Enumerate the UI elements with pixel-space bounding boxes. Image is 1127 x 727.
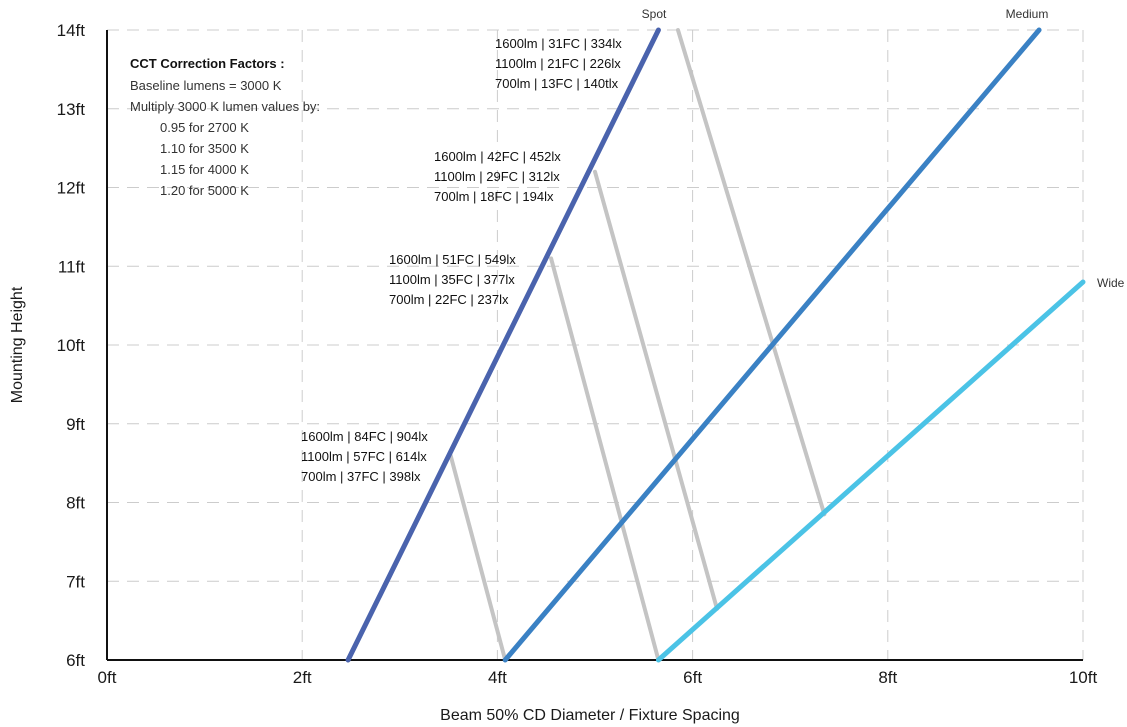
connector-line-3 [593,169,719,611]
cct-line-6: 1.20 for 5000 K [160,183,249,198]
grid-layer [107,29,1084,660]
annotation-4-line-3: 700lm | 13FC | 140tlx [495,76,619,91]
series-line-wide [655,279,1086,663]
y-tick-label: 8ft [66,494,85,513]
x-tick-label: 2ft [293,668,312,687]
x-tick-label: 4ft [488,668,507,687]
y-tick-label: 12ft [57,179,86,198]
connector-layer [448,28,827,662]
series-line-spot [345,27,661,663]
connector-line-2 [549,256,661,662]
x-tick-label: 0ft [98,668,117,687]
label-layer: Spot Medium Wide 1600lm | 84FC | 904lx 1100l… [130,7,1125,484]
cct-line-4: 1.10 for 3500 K [160,141,249,156]
connector-line-4 [675,28,827,517]
x-tick-label: 6ft [683,668,702,687]
annotation-4-line-2: 1100lm | 21FC | 226lx [495,56,621,71]
annotation-1-line-1: 1600lm | 84FC | 904lx [301,429,428,444]
cct-title: CCT Correction Factors : [130,56,285,71]
y-tick-label: 10ft [57,336,86,355]
series-line-medium [502,27,1042,663]
y-tick-label: 11ft [58,257,85,276]
series-label-medium: Medium [1006,7,1049,21]
cct-line-5: 1.15 for 4000 K [160,162,249,177]
y-tick-label: 7ft [66,572,85,591]
y-axis-title: Mounting Height [9,286,26,403]
cct-line-1: Baseline lumens = 3000 K [130,78,282,93]
y-tick-label: 9ft [66,415,85,434]
annotation-3-line-1: 1600lm | 42FC | 452lx [434,149,561,164]
y-tick-label: 6ft [66,651,85,670]
cct-line-2: Multiply 3000 K lumen values by: [130,99,320,114]
annotation-2-line-3: 700lm | 22FC | 237lx [389,292,509,307]
annotation-3-line-3: 700lm | 18FC | 194lx [434,189,554,204]
annotation-3-line-2: 1100lm | 29FC | 312lx [434,169,560,184]
y-tick-label: 14ft [57,21,86,40]
axis-layer: 6ft 7ft 8ft 9ft 10ft 11ft 12ft 13ft 14ft 0ft 2ft 4f… [57,21,1098,687]
series-label-wide: Wide [1097,276,1125,290]
x-tick-label: 8ft [878,668,897,687]
annotation-2-line-1: 1600lm | 51FC | 549lx [389,252,516,267]
annotation-1-line-3: 700lm | 37FC | 398lx [301,469,421,484]
series-layer [345,27,1086,663]
annotation-2-line-2: 1100lm | 35FC | 377lx [389,272,515,287]
x-tick-label: 10ft [1069,668,1098,687]
series-label-spot: Spot [642,7,667,21]
x-axis-title: Beam 50% CD Diameter / Fixture Spacing [440,707,740,724]
annotation-4-line-1: 1600lm | 31FC | 334lx [495,36,622,51]
cct-line-3: 0.95 for 2700 K [160,120,249,135]
annotation-1-line-2: 1100lm | 57FC | 614lx [301,449,427,464]
connector-line-1 [448,453,508,662]
y-tick-label: 13ft [57,100,86,119]
